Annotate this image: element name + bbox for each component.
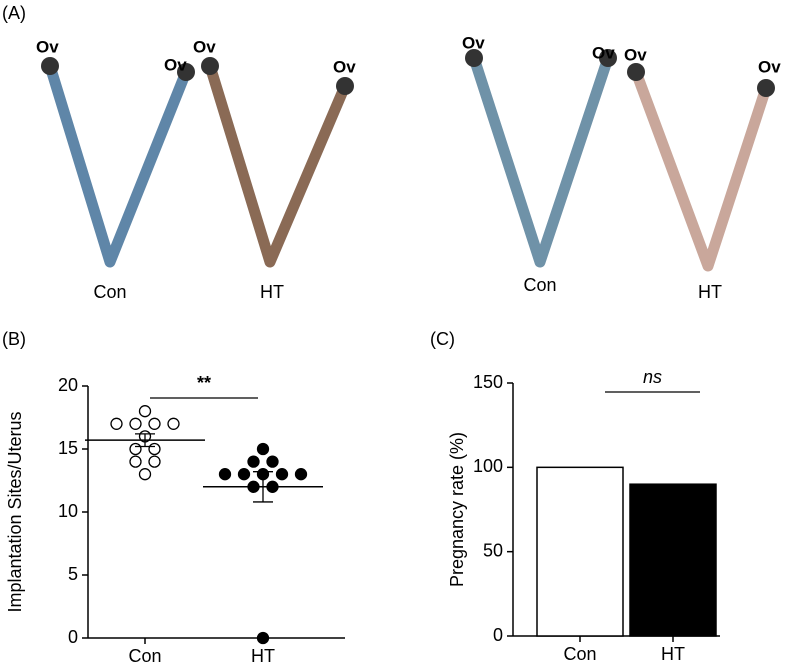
panel-label: (C) xyxy=(430,329,455,349)
y-tick-label: 0 xyxy=(68,627,78,647)
group-label: Con xyxy=(523,275,556,295)
organ-label: Ov xyxy=(333,57,356,76)
data-point xyxy=(129,442,142,456)
y-tick-label: 15 xyxy=(58,438,78,458)
data-point xyxy=(129,417,142,430)
uterus-photo xyxy=(630,66,772,272)
data-point xyxy=(237,468,251,481)
ovary xyxy=(201,57,219,75)
panel-label: (B) xyxy=(2,329,26,349)
organ-label: Ov xyxy=(36,37,59,56)
ovary xyxy=(599,49,617,67)
ovary xyxy=(177,63,195,81)
ovary xyxy=(757,79,775,97)
group-label: HT xyxy=(260,282,284,302)
data-point xyxy=(218,468,232,481)
x-tick-label: Con xyxy=(563,644,596,664)
data-point xyxy=(110,417,123,430)
organ-label: Ov xyxy=(193,37,216,56)
significance-label: ** xyxy=(197,373,211,393)
y-tick-label: 5 xyxy=(68,564,78,584)
data-point xyxy=(256,442,270,456)
y-tick-label: 100 xyxy=(473,456,503,476)
y-tick-label: 150 xyxy=(473,372,503,392)
y-tick-label: 0 xyxy=(493,625,503,645)
x-tick-label: HT xyxy=(251,646,275,666)
panel-label: (A) xyxy=(2,3,26,23)
organ-label: Ov xyxy=(592,43,615,62)
data-point xyxy=(129,455,142,468)
y-axis-label: Implantation Sites/Uterus xyxy=(5,411,25,612)
uterus-photo xyxy=(204,60,351,268)
organ-label: Ov xyxy=(624,45,647,64)
y-tick-label: 20 xyxy=(58,375,78,395)
y-axis-label: Pregnancy rate (%) xyxy=(447,432,467,587)
bar xyxy=(536,466,624,637)
data-point xyxy=(148,417,161,430)
ovary xyxy=(41,57,59,75)
ovary xyxy=(627,63,645,81)
y-tick-label: 50 xyxy=(483,540,503,560)
bar xyxy=(629,483,717,637)
data-point xyxy=(247,455,260,468)
panel-a: (A) Ov Ov Ov Ov Ov Ov Ov Ov Con HT Con H… xyxy=(2,3,781,302)
significance-label: ns xyxy=(643,367,662,387)
ovary xyxy=(336,77,354,95)
error-bar xyxy=(135,433,155,448)
data-point xyxy=(294,468,308,481)
group-label: HT xyxy=(698,282,722,302)
data-point xyxy=(256,631,270,645)
uterus-photo xyxy=(468,52,614,268)
data-point xyxy=(148,442,161,456)
data-point xyxy=(266,455,279,468)
data-point xyxy=(148,455,161,468)
organ-label: Ov xyxy=(164,55,187,74)
data-point xyxy=(138,405,152,418)
y-tick-label: 10 xyxy=(58,501,78,521)
x-tick-label: HT xyxy=(661,644,685,664)
uterus-photo xyxy=(44,60,192,268)
ovary xyxy=(465,49,483,67)
group-label: Con xyxy=(93,282,126,302)
error-bar xyxy=(253,471,273,503)
organ-label: Ov xyxy=(758,57,781,76)
data-point xyxy=(167,417,180,430)
data-point xyxy=(138,468,152,481)
data-point xyxy=(275,468,289,481)
x-tick-label: Con xyxy=(128,646,161,666)
organ-label: Ov xyxy=(462,33,485,52)
